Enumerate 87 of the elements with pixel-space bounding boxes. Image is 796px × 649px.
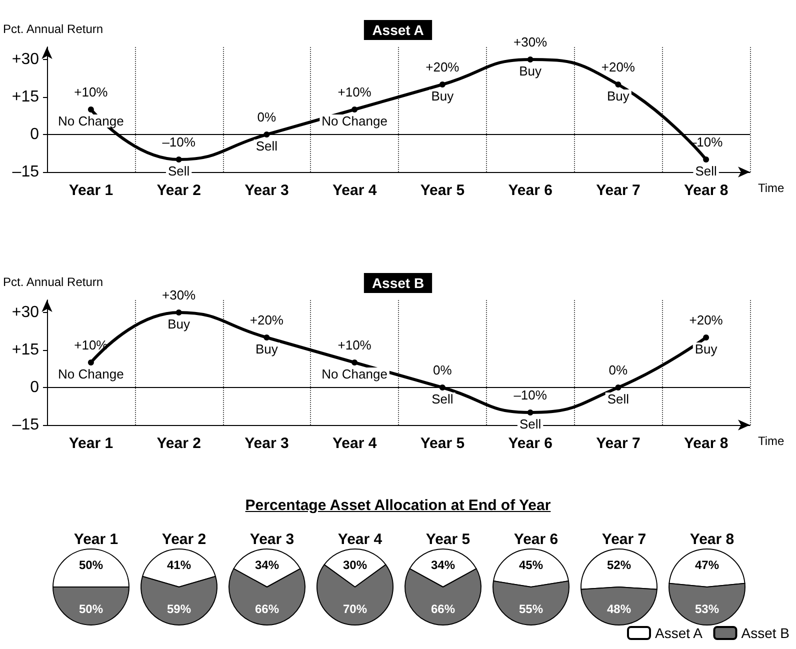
data-label: +20% — [601, 60, 636, 74]
annotation: Buy — [431, 88, 454, 104]
chart-title: Asset B — [372, 275, 424, 291]
x-tick-label: Year 5 — [420, 435, 465, 452]
legend-label: Asset A — [655, 625, 704, 641]
annotation: Sell — [168, 164, 190, 178]
annotation: Buy — [255, 342, 278, 356]
x-tick-label: Year 8 — [684, 435, 728, 452]
data-label: 52% — [606, 558, 632, 572]
x-tick-label: Year 6 — [508, 435, 552, 452]
data-label: +30% — [162, 288, 196, 302]
chart-title: Year 6 — [514, 531, 558, 548]
annotation: Sell — [519, 416, 542, 432]
data-label: 0% — [257, 110, 277, 124]
data-label: +20% — [250, 312, 284, 328]
data-label: 66% — [254, 602, 280, 616]
x-tick-label: Year 3 — [244, 435, 289, 452]
y-axis-title: Pct. Annual Return — [3, 22, 104, 36]
y-tick-label: –15 — [12, 416, 40, 434]
y-tick-label: –15 — [12, 164, 40, 180]
chart-title: Year 8 — [690, 531, 734, 548]
data-label: +20% — [426, 60, 460, 74]
data-label: 50% — [78, 602, 104, 616]
annotation: No Change — [322, 366, 388, 382]
annotation: Buy — [519, 64, 542, 78]
data-label: +30% — [514, 34, 548, 50]
data-label: 59% — [166, 602, 192, 616]
x-tick-label: Year 7 — [596, 435, 640, 452]
data-label: 50% — [78, 558, 104, 572]
data-label: 30% — [342, 558, 368, 572]
chart-title: Year 2 — [162, 531, 206, 548]
data-label: –10% — [162, 134, 196, 150]
chart-title: Year 4 — [338, 531, 383, 548]
x-tick-label: Year 8 — [684, 182, 728, 199]
chart-title: Year 7 — [602, 531, 646, 548]
x-axis-title: Time — [758, 434, 785, 448]
data-label: 0% — [433, 362, 452, 378]
data-label: 34% — [430, 558, 456, 572]
annotation: No Change — [58, 366, 124, 382]
y-tick-label: +15 — [12, 88, 40, 106]
annotation: Sell — [607, 392, 630, 406]
data-label: 48% — [606, 602, 632, 616]
data-label: +20% — [689, 312, 724, 328]
y-tick-label: +30 — [12, 51, 40, 68]
x-tick-label: Year 4 — [332, 182, 378, 199]
chart-title: Year 3 — [250, 531, 294, 548]
annotation: Sell — [432, 392, 454, 406]
x-tick-label: Year 7 — [596, 182, 640, 199]
text: Percentage Asset Allocation at End of Year — [244, 497, 552, 516]
data-label: 41% — [166, 558, 192, 572]
y-tick-label: +15 — [12, 342, 40, 358]
data-label: 55% — [518, 602, 544, 616]
y-axis-title: Pct. Annual Return — [3, 275, 104, 289]
chart-title: Asset A — [372, 22, 424, 38]
data-label: 53% — [694, 602, 720, 616]
y-tick-label: 0 — [30, 126, 40, 143]
x-tick-label: Year 6 — [508, 182, 552, 199]
x-tick-label: Year 1 — [68, 182, 114, 199]
data-label: 66% — [430, 602, 456, 616]
y-tick-label: +30 — [12, 304, 40, 321]
chart-title: Year 1 — [74, 531, 118, 548]
data-label: +10% — [74, 84, 108, 100]
data-label: 70% — [342, 602, 368, 616]
legend-label: Asset B — [741, 625, 790, 641]
annotation: Buy — [694, 342, 718, 356]
x-tick-label: Year 2 — [156, 435, 201, 452]
annotation: Buy — [606, 88, 630, 104]
annotation: Sell — [695, 164, 718, 178]
chart-title: Year 5 — [426, 531, 470, 548]
data-label: 34% — [254, 558, 280, 572]
y-tick-label: 0 — [30, 379, 40, 396]
data-label: 45% — [518, 558, 544, 572]
data-label: 0% — [608, 362, 628, 378]
annotation: Buy — [168, 316, 191, 332]
data-label: +10% — [338, 84, 372, 100]
data-label: 47% — [694, 558, 720, 572]
x-axis-title: Time — [758, 181, 785, 195]
x-tick-label: Year 4 — [332, 435, 378, 452]
annotation: Sell — [256, 138, 278, 154]
x-tick-label: Year 1 — [68, 435, 114, 452]
annotation: No Change — [58, 114, 124, 128]
x-tick-label: Year 5 — [420, 182, 465, 199]
x-tick-label: Year 2 — [156, 182, 201, 199]
annotation: No Change — [322, 114, 388, 128]
data-label: +10% — [338, 338, 372, 352]
data-label: –10% — [514, 388, 548, 402]
x-tick-label: Year 3 — [244, 182, 289, 199]
